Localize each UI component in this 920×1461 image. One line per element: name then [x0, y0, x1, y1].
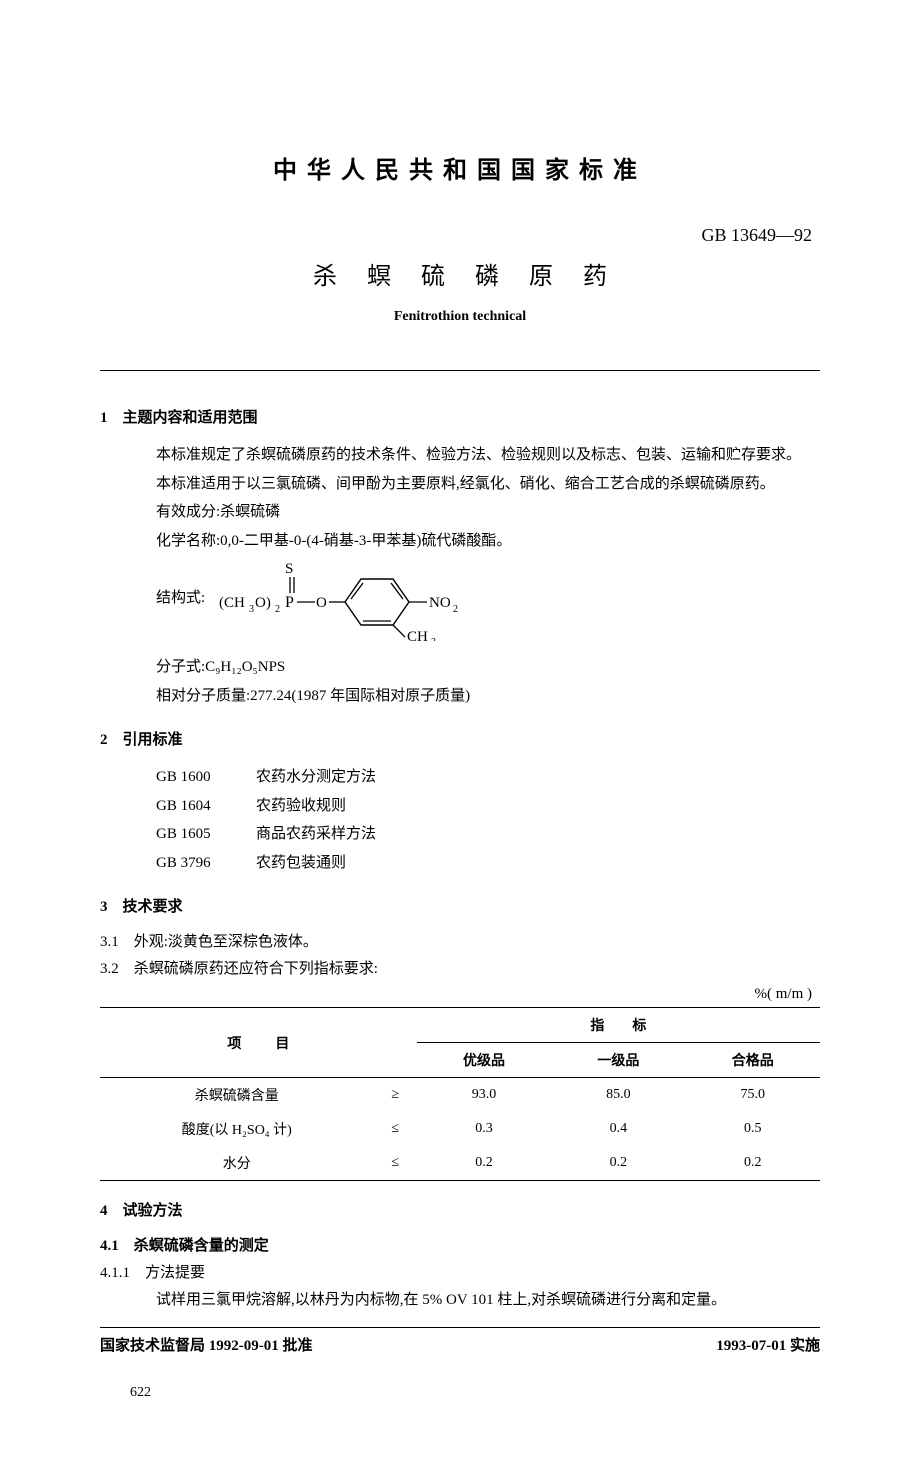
th-item: 项 目 [100, 1008, 417, 1078]
ref-name: 农药水分测定方法 [256, 763, 376, 792]
structure-row: 结构式: (CH 3 O) 2 P S O NO 2 CH 3 [100, 555, 820, 641]
molecular-formula-label: 分子式: [156, 659, 205, 675]
table-row: 酸度(以 H₂SO₄ 计) ≤ 0.3 0.4 0.5 [100, 1112, 820, 1146]
cell-item: 酸度(以 H₂SO₄ 计) [100, 1112, 374, 1146]
ref-row: GB 1605 商品农药采样方法 [156, 820, 820, 849]
cell-sym: ≤ [374, 1146, 417, 1181]
standard-code: GB 13649—92 [100, 225, 820, 246]
cell-val: 0.2 [417, 1146, 551, 1181]
cell-val: 0.5 [686, 1112, 820, 1146]
svg-text:S: S [285, 561, 293, 577]
svg-text:CH: CH [407, 629, 428, 641]
table-row: 水分 ≤ 0.2 0.2 0.2 [100, 1146, 820, 1181]
s1-p6: 相对分子质量:277.24(1987 年国际相对原子质量) [100, 682, 820, 711]
svg-text:O): O) [255, 595, 271, 611]
th-premium: 优级品 [417, 1043, 551, 1078]
cell-sym: ≥ [374, 1078, 417, 1113]
ref-row: GB 1600 农药水分测定方法 [156, 763, 820, 792]
ref-row: GB 1604 农药验收规则 [156, 792, 820, 821]
ref-code: GB 1604 [156, 792, 256, 821]
th-first: 一级品 [551, 1043, 685, 1078]
svg-text:O: O [316, 595, 327, 611]
table-row: 杀螟硫磷含量 ≥ 93.0 85.0 75.0 [100, 1078, 820, 1113]
svg-text:(CH: (CH [219, 595, 245, 611]
cell-sym: ≤ [374, 1112, 417, 1146]
page-number: 622 [100, 1385, 820, 1401]
footer-approved: 国家技术监督局 1992-09-01 批准 [100, 1334, 313, 1355]
footer-rule [100, 1327, 820, 1328]
s4-1-1: 4.1.1 方法提要 [100, 1261, 820, 1282]
footer-row: 国家技术监督局 1992-09-01 批准 1993-07-01 实施 [100, 1334, 820, 1355]
s4-1: 4.1 杀螟硫磷含量的测定 [100, 1234, 820, 1255]
section3-heading: 3 技术要求 [100, 895, 820, 916]
ref-code: GB 3796 [156, 849, 256, 878]
cell-val: 0.2 [686, 1146, 820, 1181]
title-en: Fenitrothion technical [100, 309, 820, 325]
svg-text:NO: NO [429, 595, 451, 611]
main-title: 中华人民共和国国家标准 [100, 150, 820, 185]
s3-1: 3.1 外观:淡黄色至深棕色液体。 [100, 930, 820, 951]
cell-val: 85.0 [551, 1078, 685, 1113]
ref-name: 农药包装通则 [256, 849, 346, 878]
section2-heading: 2 引用标准 [100, 728, 820, 749]
s1-p3: 有效成分:杀螟硫磷 [100, 498, 820, 527]
svg-text:2: 2 [453, 604, 458, 615]
ref-row: GB 3796 农药包装通则 [156, 849, 820, 878]
section4-heading: 4 试验方法 [100, 1199, 820, 1220]
cell-val: 93.0 [417, 1078, 551, 1113]
section1-heading: 1 主题内容和适用范围 [100, 406, 820, 427]
chemical-structure-diagram: (CH 3 O) 2 P S O NO 2 CH 3 [219, 555, 499, 641]
ref-code: GB 1600 [156, 763, 256, 792]
svg-text:2: 2 [275, 604, 280, 615]
svg-text:P: P [285, 594, 294, 611]
footer-implemented: 1993-07-01 实施 [716, 1334, 820, 1355]
cell-val: 0.2 [551, 1146, 685, 1181]
s1-p1: 本标准规定了杀螟硫磷原药的技术条件、检验方法、检验规则以及标志、包装、运输和贮存… [100, 441, 820, 470]
ref-name: 农药验收规则 [256, 792, 346, 821]
s3-2: 3.2 杀螟硫磷原药还应符合下列指标要求: [100, 957, 820, 978]
structure-label: 结构式: [156, 584, 205, 613]
cell-val: 0.3 [417, 1112, 551, 1146]
title-cn: 杀螟硫磷原药 [100, 256, 820, 291]
cell-item: 杀螟硫磷含量 [100, 1078, 374, 1113]
svg-text:3: 3 [431, 637, 436, 641]
s1-p2: 本标准适用于以三氯硫磷、间甲酚为主要原料,经氯化、硝化、缩合工艺合成的杀螟硫磷原… [100, 470, 820, 499]
th-qualified: 合格品 [686, 1043, 820, 1078]
s1-p4: 化学名称:0,0-二甲基-0-(4-硝基-3-甲苯基)硫代磷酸酯。 [100, 527, 820, 556]
ref-code: GB 1605 [156, 820, 256, 849]
s4-p: 试样用三氯甲烷溶解,以林丹为内标物,在 5% OV 101 柱上,对杀螟硫磷进行… [100, 1286, 820, 1315]
spec-table: 项 目 指 标 优级品 一级品 合格品 杀螟硫磷含量 ≥ 93.0 85.0 7… [100, 1007, 820, 1181]
svg-text:3: 3 [249, 604, 254, 615]
cell-val: 0.4 [551, 1112, 685, 1146]
ref-name: 商品农药采样方法 [256, 820, 376, 849]
cell-val: 75.0 [686, 1078, 820, 1113]
unit-label: %( m/m ) [100, 986, 820, 1003]
th-index: 指 标 [417, 1008, 820, 1043]
reference-list: GB 1600 农药水分测定方法 GB 1604 农药验收规则 GB 1605 … [100, 763, 820, 877]
molecular-formula: C₉H₁₂O₅NPS [205, 659, 285, 675]
header-rule [100, 370, 820, 371]
cell-item: 水分 [100, 1146, 374, 1181]
s1-p5: 分子式:C₉H₁₂O₅NPS [100, 653, 820, 682]
